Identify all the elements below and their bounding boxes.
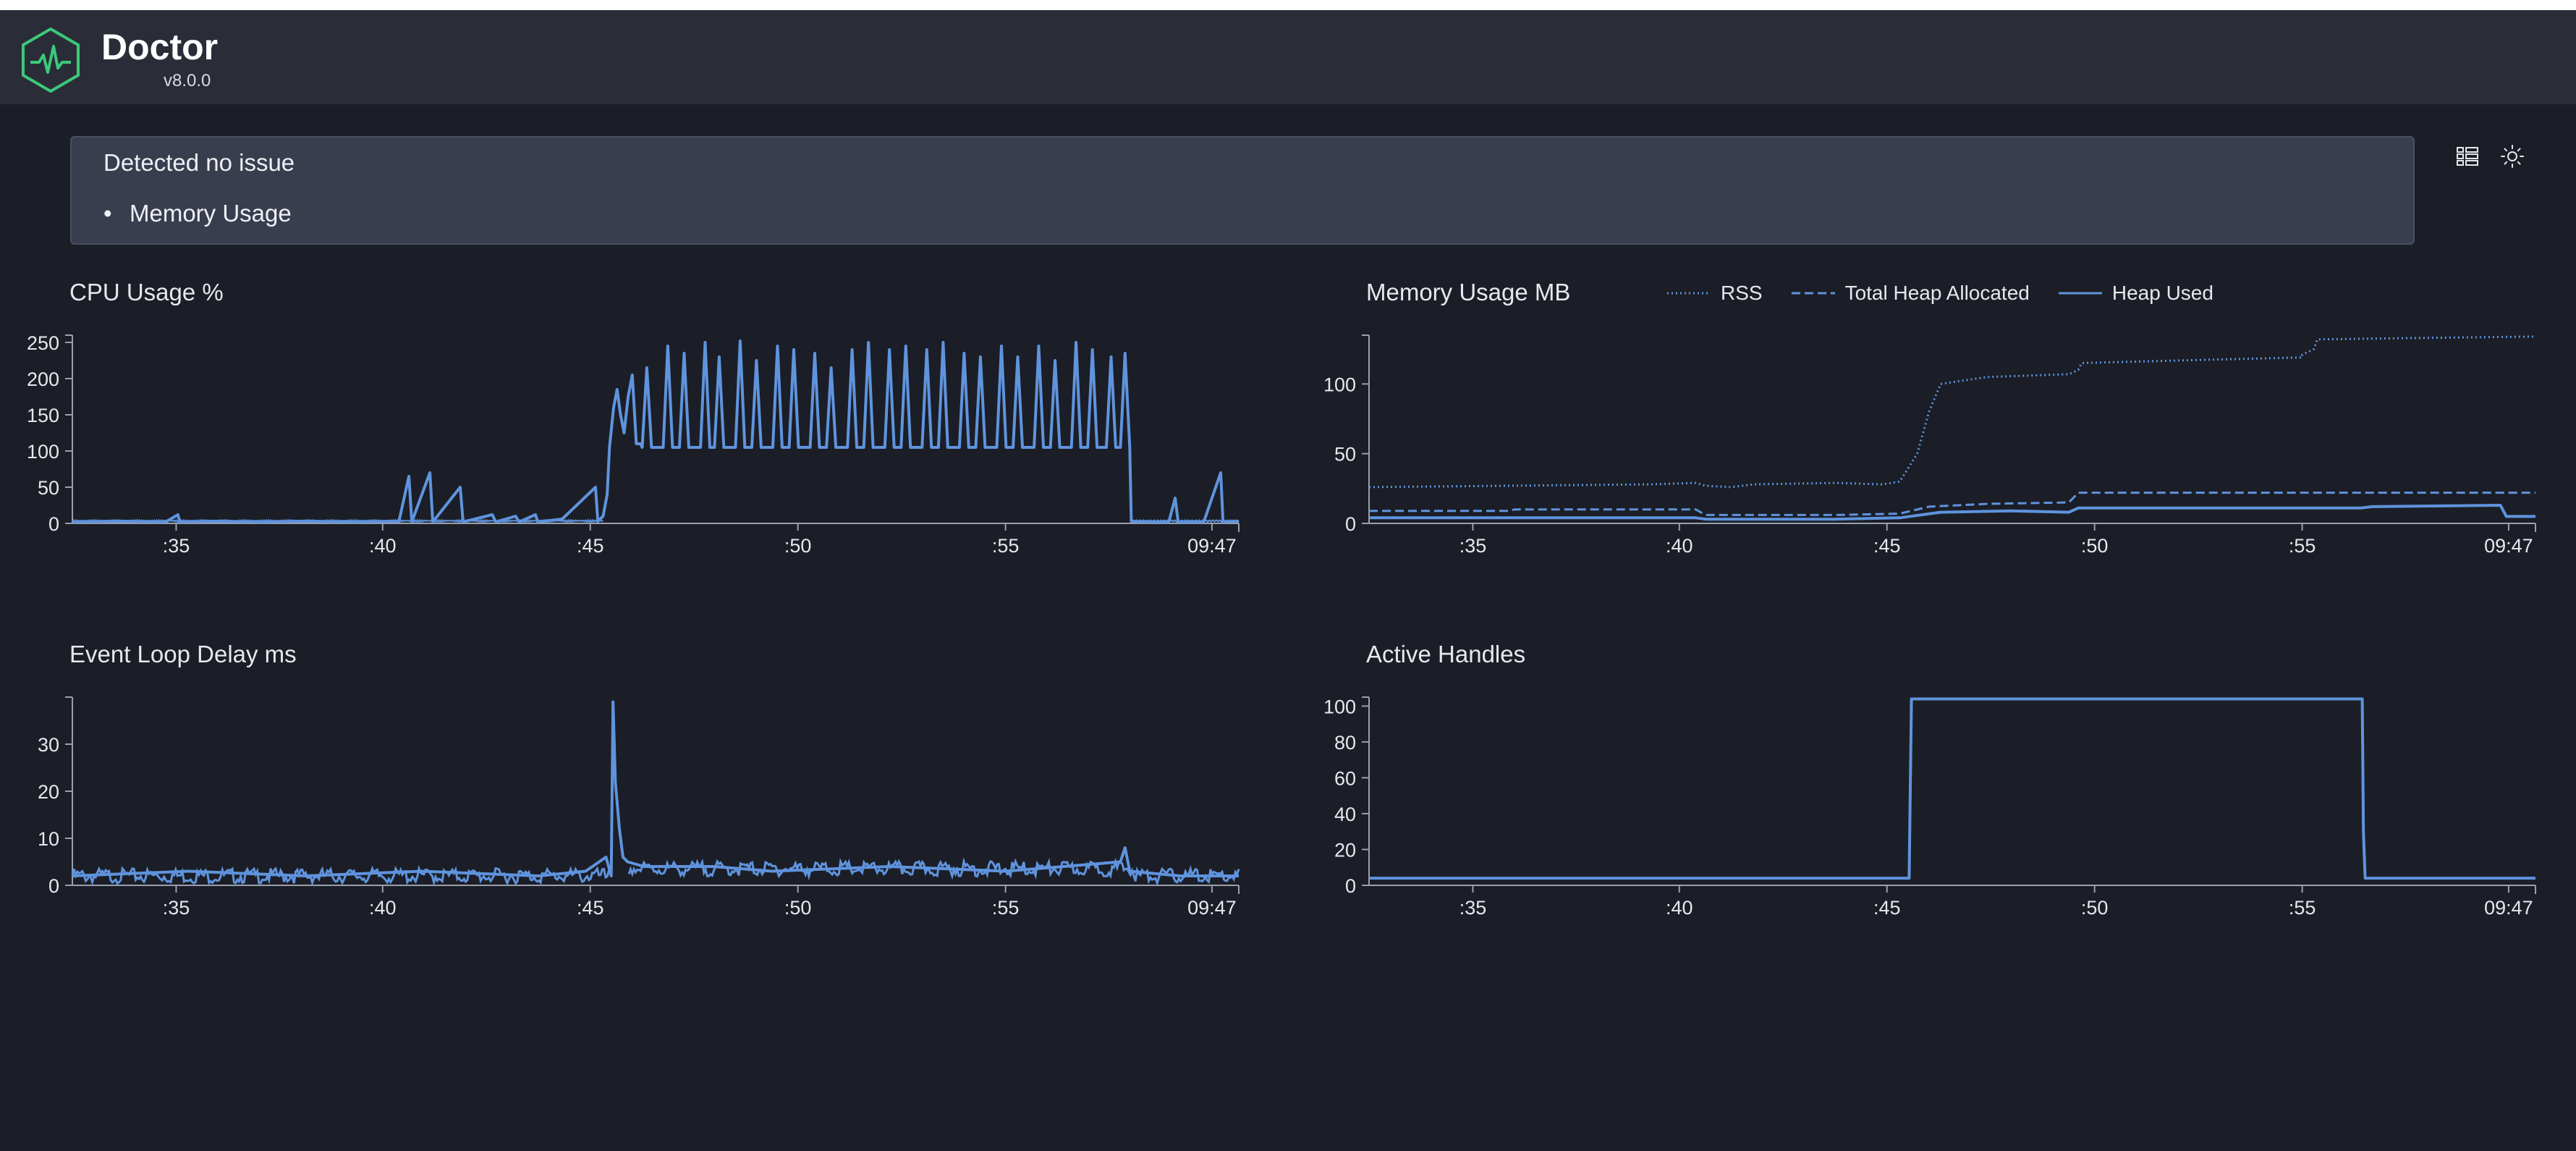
eventloop-chart-title: Event Loop Delay ms bbox=[69, 641, 297, 667]
memory-chart: Memory Usage MB RSS Total Heap Allocated… bbox=[1297, 279, 2536, 568]
eventloop-chart-plot[interactable]: 0 10 20 30 :35 :40 :45 :50 :55 09:47 bbox=[0, 641, 1259, 930]
legend-label-rss: RSS bbox=[1721, 282, 1763, 304]
series-jitter-eventloop bbox=[71, 857, 1240, 887]
handles-chart: Active Handles 0 20 40 60 80 100 :35 :40 :45 :50:… bbox=[1297, 641, 2536, 930]
x-tick-label: :45 bbox=[577, 535, 604, 557]
series-line-total-heap-allocated bbox=[1369, 492, 2535, 516]
x-tick-label: :50 bbox=[784, 535, 812, 557]
x-tick-label: :40 bbox=[1666, 897, 1693, 919]
y-tick-label: 100 bbox=[1323, 696, 1356, 717]
x-tick-label: :45 bbox=[577, 897, 604, 919]
x-tick-label: :45 bbox=[1873, 535, 1901, 557]
alert-item: Memory Usage bbox=[103, 200, 292, 227]
y-tick-label: 80 bbox=[1334, 732, 1356, 754]
handles-chart-plot[interactable]: 0 20 40 60 80 100 :35 :40 :45 :50 :55 09:47 bbox=[1297, 641, 2556, 930]
y-tick-label: 0 bbox=[1345, 513, 1356, 535]
top-strip bbox=[0, 0, 2576, 10]
y-tick-label: 200 bbox=[27, 368, 59, 390]
x-tick-label: :55 bbox=[992, 897, 1020, 919]
x-tick-label: :35 bbox=[163, 897, 190, 919]
y-tick-label: 250 bbox=[27, 332, 59, 354]
y-tick-label: 30 bbox=[38, 734, 59, 756]
x-tick-label: 09:47 bbox=[1187, 897, 1237, 919]
series-line-rss bbox=[1368, 335, 2536, 489]
app-header: Doctor v8.0.0 bbox=[0, 10, 2576, 104]
y-tick-label: 0 bbox=[48, 513, 59, 535]
x-tick-label: 09:47 bbox=[1187, 535, 1237, 557]
handles-chart-title: Active Handles bbox=[1366, 641, 1526, 667]
grid-layout-icon[interactable] bbox=[2453, 142, 2482, 171]
x-tick-label: :50 bbox=[2081, 535, 2109, 557]
x-tick-label: :40 bbox=[369, 535, 397, 557]
legend-label-heap-used: Heap Used bbox=[2111, 282, 2213, 304]
x-tick-label: :50 bbox=[2081, 897, 2109, 919]
y-tick-label: 50 bbox=[1334, 444, 1356, 465]
y-tick-label: 50 bbox=[38, 477, 59, 499]
y-tick-label: 150 bbox=[27, 405, 59, 426]
x-tick-label: :55 bbox=[2289, 897, 2316, 919]
x-tick-label: 09:47 bbox=[2484, 897, 2533, 919]
x-tick-label: :40 bbox=[1666, 535, 1693, 557]
y-tick-label: 0 bbox=[1345, 875, 1356, 897]
eventloop-chart: Event Loop Delay ms 0 10 20 30 :35 :40 :45 :50:… bbox=[0, 641, 1240, 930]
y-tick-label: 40 bbox=[1334, 804, 1356, 825]
x-tick-label: :55 bbox=[992, 535, 1020, 557]
x-tick-label: :50 bbox=[784, 897, 812, 919]
x-tick-label: 09:47 bbox=[2484, 535, 2533, 557]
y-tick-label: 20 bbox=[38, 781, 59, 803]
series-line-heap-used bbox=[1369, 504, 2535, 521]
series-line-eventloop-0 bbox=[72, 700, 1239, 877]
memory-chart-plot[interactable]: 0 50 100 :35 :40 :45 :50 :55 09:47 bbox=[1297, 279, 2556, 568]
y-tick-label: 0 bbox=[48, 875, 59, 897]
legend-item-heap-used[interactable]: Heap Used bbox=[2058, 282, 2213, 305]
memory-chart-title: Memory Usage MB bbox=[1366, 279, 1571, 305]
alert-list: Memory Usage bbox=[103, 200, 292, 227]
series-jitter-cpu bbox=[72, 518, 1240, 524]
legend-label-heap-allocated: Total Heap Allocated bbox=[1844, 282, 2030, 304]
x-tick-label: :40 bbox=[369, 897, 397, 919]
y-tick-label: 100 bbox=[27, 441, 59, 463]
x-tick-label: :45 bbox=[1873, 897, 1901, 919]
x-tick-label: :35 bbox=[1459, 535, 1487, 557]
y-tick-label: 100 bbox=[1323, 374, 1356, 395]
detection-alert: Detected no issue Memory Usage bbox=[70, 136, 2415, 245]
x-tick-label: :35 bbox=[163, 535, 190, 557]
legend-item-heap-allocated[interactable]: Total Heap Allocated bbox=[1791, 282, 2030, 305]
y-tick-label: 20 bbox=[1334, 839, 1356, 861]
x-tick-label: :35 bbox=[1459, 897, 1487, 919]
cpu-chart-title: CPU Usage % bbox=[69, 279, 224, 305]
doctor-logo-icon bbox=[22, 27, 80, 93]
series-line-handles-0 bbox=[1369, 697, 2535, 880]
cpu-chart-plot[interactable]: 0 50 100 150 200 250 :35 :40 :45 :50 :55 09:47 bbox=[0, 279, 1259, 568]
x-tick-label: :55 bbox=[2289, 535, 2316, 557]
y-tick-label: 60 bbox=[1334, 767, 1356, 789]
memory-legend: RSS Total Heap Allocated Heap Used bbox=[1667, 282, 2213, 305]
series-line-cpu-0 bbox=[72, 340, 1240, 523]
sun-icon[interactable] bbox=[2498, 142, 2527, 171]
legend-item-rss[interactable]: RSS bbox=[1667, 282, 1763, 305]
alert-title: Detected no issue bbox=[103, 149, 295, 176]
app-version: v8.0.0 bbox=[164, 71, 211, 90]
y-tick-label: 10 bbox=[38, 828, 59, 850]
cpu-chart: CPU Usage % 0 50 100 150 200 250 :35 :40 :45 :50:… bbox=[0, 279, 1240, 568]
app-title: Doctor bbox=[101, 27, 219, 67]
